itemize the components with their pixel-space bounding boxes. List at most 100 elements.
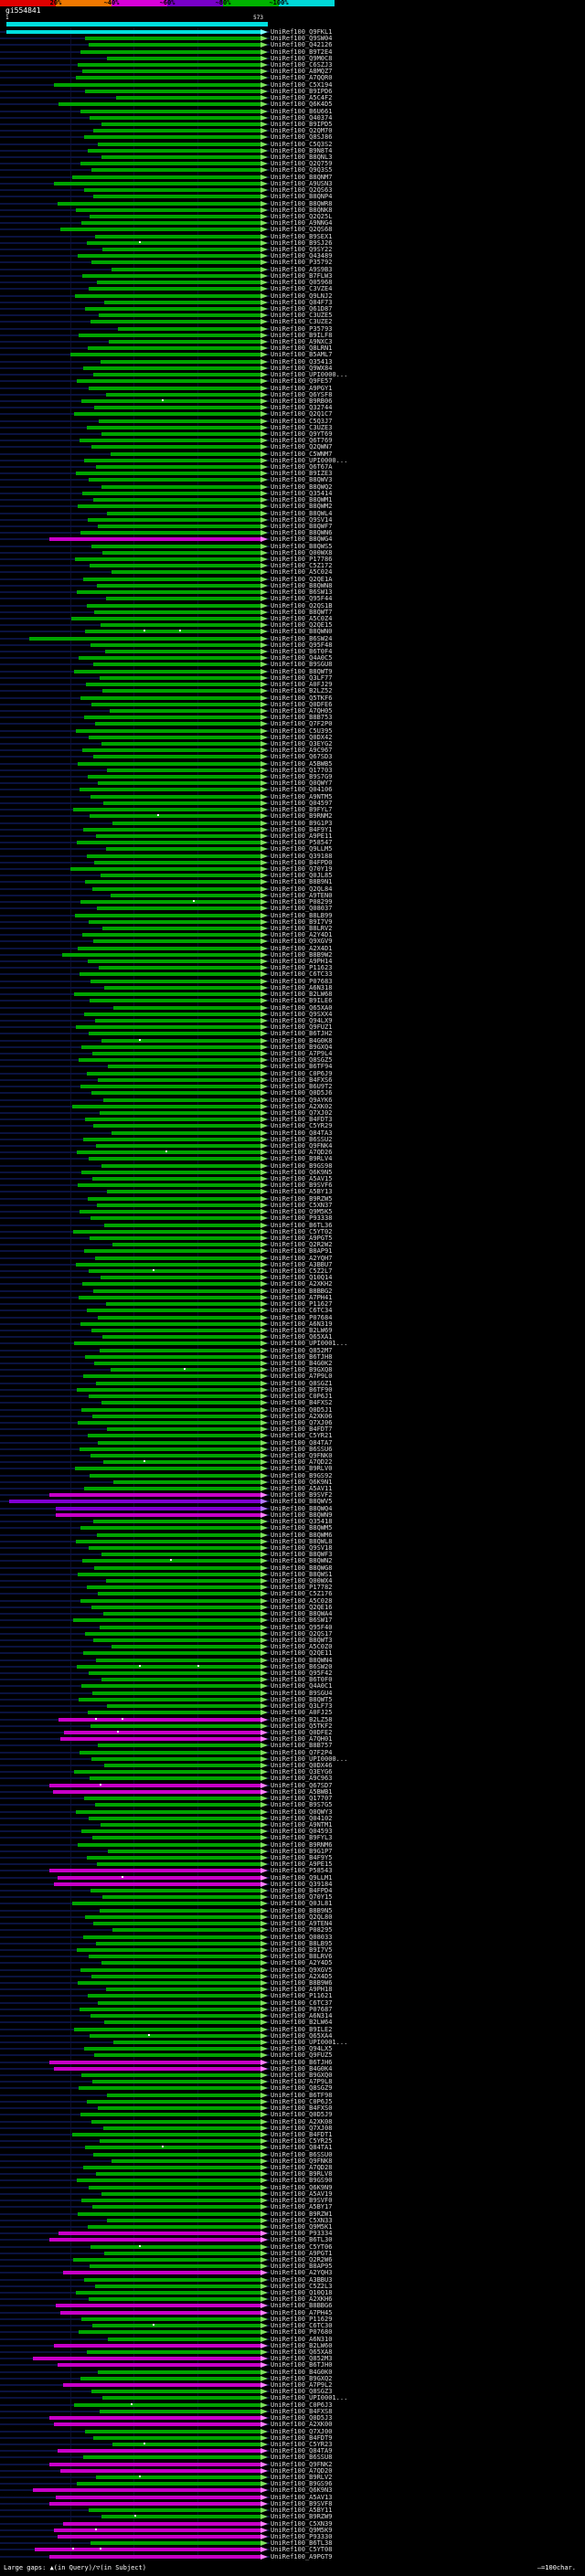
hit-row[interactable]: UniRef100_C6TC33	[0, 970, 585, 978]
hit-bar[interactable]	[93, 610, 261, 614]
hit-bar[interactable]	[72, 2132, 261, 2136]
hit-row[interactable]: UniRef100_Q2Q759	[0, 160, 585, 167]
hit-bar[interactable]	[99, 2139, 261, 2144]
hit-row[interactable]: UniRef100_B8QWN0	[0, 628, 585, 635]
hit-label[interactable]: UniRef100_Q2QS63	[271, 186, 333, 195]
hit-row[interactable]: UniRef100_B2LW69	[0, 1327, 585, 1334]
hit-row[interactable]: UniRef100_B4FDT9	[0, 2434, 585, 2442]
hit-row[interactable]: UniRef100_A2XK08	[0, 2118, 585, 2125]
hit-label[interactable]: UniRef100_Q0QWY3	[271, 1807, 333, 1816]
hit-label[interactable]: UniRef100_Q9XGV9	[271, 938, 333, 946]
hit-row[interactable]: UniRef100_B4FPD4	[0, 1887, 585, 1894]
hit-bar[interactable]	[73, 1618, 261, 1623]
hit-bar[interactable]	[81, 1407, 261, 1412]
hit-label[interactable]: UniRef100_B8LB95	[271, 1939, 333, 1947]
hit-label[interactable]: UniRef100_Q61D87	[271, 304, 333, 313]
hit-row[interactable]: UniRef100_B8QWF7	[0, 523, 585, 530]
hit-label[interactable]: UniRef100_C3UZE3	[271, 423, 333, 431]
hit-bar[interactable]	[80, 49, 261, 54]
hit-row[interactable]: UniRef100_A5C4F2	[0, 94, 585, 101]
hit-bar[interactable]	[96, 906, 261, 911]
hit-bar[interactable]	[87, 148, 261, 153]
hit-row[interactable]: UniRef100_Q8SGZ5	[0, 1056, 585, 1064]
hit-row[interactable]: UniRef100_A5C0Z0	[0, 1643, 585, 1650]
hit-label[interactable]: UniRef100_A7QD20	[271, 2466, 333, 2475]
hit-bar[interactable]	[88, 287, 261, 292]
hit-bar[interactable]	[90, 544, 261, 548]
hit-label[interactable]: UniRef100_B6SSU0	[271, 2150, 333, 2158]
hit-label[interactable]: UniRef100_A5C0Z4	[271, 614, 333, 622]
hit-label[interactable]: UniRef100_Q39188	[271, 852, 333, 860]
hit-label[interactable]: UniRef100_B9RLV8	[271, 2170, 333, 2178]
hit-label[interactable]: UniRef100_B4G0K8	[271, 1036, 333, 1044]
hit-row[interactable]: UniRef100_Q852M7	[0, 1347, 585, 1354]
hit-row[interactable]: UniRef100_B6SW17	[0, 1617, 585, 1624]
hit-row[interactable]: UniRef100_A7P9L8	[0, 2078, 585, 2085]
hit-row[interactable]: UniRef100_Q0JL81	[0, 1900, 585, 1907]
hit-bar[interactable]	[56, 1512, 261, 1517]
hit-label[interactable]: UniRef100_Q2QM70	[271, 127, 333, 135]
hit-bar[interactable]	[85, 1354, 261, 1359]
hit-row[interactable]: UniRef100_Q04593	[0, 1828, 585, 1835]
hit-label[interactable]: UniRef100_A3BBU7	[271, 1260, 333, 1268]
hit-row[interactable]: UniRef100_UPI0000...	[0, 1755, 585, 1763]
hit-bar[interactable]	[92, 1520, 261, 1524]
hit-row[interactable]: UniRef100_Q852M3	[0, 2355, 585, 2362]
hit-bar[interactable]	[86, 853, 261, 858]
hit-row[interactable]: UniRef100_Q9LLM1	[0, 1874, 585, 1882]
hit-label[interactable]: UniRef100_B6T0F0	[271, 1676, 333, 1684]
hit-row[interactable]: UniRef100_B9FYL7	[0, 806, 585, 813]
hit-row[interactable]: UniRef100_C5YT08	[0, 2546, 585, 2553]
hit-bar[interactable]	[77, 1150, 261, 1155]
hit-row[interactable]: UniRef100_Q0DFE2	[0, 1729, 585, 1736]
hit-bar[interactable]	[48, 2416, 261, 2421]
hit-row[interactable]: UniRef100_Q6K4D5	[0, 101, 585, 108]
hit-label[interactable]: UniRef100_Q5TKF2	[271, 1722, 333, 1730]
hit-row[interactable]: UniRef100_P93330	[0, 2533, 585, 2540]
hit-label[interactable]: UniRef100_Q9M5K5	[271, 1208, 333, 1216]
hit-bar[interactable]	[101, 122, 261, 126]
hit-row[interactable]: UniRef100_B9GXQ4	[0, 1044, 585, 1051]
hit-label[interactable]: UniRef100_B9T2E4	[271, 48, 333, 56]
hit-label[interactable]: UniRef100_C5Z2L3	[271, 2282, 333, 2290]
hit-bar[interactable]	[101, 155, 261, 160]
hit-label[interactable]: UniRef100_B9SGU8	[271, 661, 333, 669]
hit-row[interactable]: UniRef100_B6SW13	[0, 588, 585, 596]
hit-bar[interactable]	[82, 273, 261, 278]
hit-bar[interactable]	[80, 1447, 261, 1451]
hit-row[interactable]: UniRef100_Q2QL80	[0, 1913, 585, 1921]
hit-bar[interactable]	[77, 379, 261, 384]
hit-bar[interactable]	[103, 800, 261, 805]
hit-row[interactable]: UniRef100_B4FDT1	[0, 2131, 585, 2138]
hit-bar[interactable]	[28, 636, 261, 641]
hit-row[interactable]: UniRef100_A3BBU3	[0, 2276, 585, 2284]
hit-bar[interactable]	[78, 1572, 261, 1576]
hit-row[interactable]: UniRef100_Q10Q14	[0, 1274, 585, 1281]
hit-row[interactable]: UniRef100_Q32744	[0, 404, 585, 411]
hit-label[interactable]: UniRef100_B9GS96	[271, 2480, 333, 2488]
hit-row[interactable]: UniRef100_B4F9Y1	[0, 826, 585, 833]
hit-row[interactable]: UniRef100_B8QWV3	[0, 476, 585, 483]
hit-bar[interactable]	[35, 2548, 261, 2552]
hit-bar[interactable]	[79, 333, 261, 337]
hit-bar[interactable]	[62, 2521, 261, 2526]
hit-label[interactable]: UniRef100_Q95F42	[271, 1670, 333, 1678]
hit-bar[interactable]	[107, 2093, 261, 2097]
hit-label[interactable]: UniRef100_A5C028	[271, 1596, 333, 1605]
hit-label[interactable]: UniRef100_B8QWA4	[271, 1610, 333, 1618]
hit-row[interactable]: UniRef100_A2XKH6	[0, 2295, 585, 2303]
hit-row[interactable]: UniRef100_Q3EYG2	[0, 740, 585, 747]
hit-bar[interactable]	[92, 1288, 261, 1293]
hit-label[interactable]: UniRef100_A2X4D5	[271, 1972, 333, 1980]
hit-row[interactable]: UniRef100_Q00WX8	[0, 549, 585, 557]
hit-bar[interactable]	[104, 1764, 261, 1768]
hit-bar[interactable]	[95, 1143, 261, 1148]
hit-row[interactable]: UniRef100_Q7XJ08	[0, 2125, 585, 2132]
hit-bar[interactable]	[78, 2211, 261, 2216]
hit-label[interactable]: UniRef100_Q2QS68	[271, 226, 333, 234]
hit-row[interactable]: UniRef100_P11627	[0, 1300, 585, 1308]
hit-label[interactable]: UniRef100_B4FXS6	[271, 1076, 333, 1084]
hit-row[interactable]: UniRef100_B9I7V5	[0, 1946, 585, 1954]
hit-label[interactable]: UniRef100_A9TEN4	[271, 1920, 333, 1928]
hit-label[interactable]: UniRef100_A7P9L8	[271, 2078, 333, 2086]
